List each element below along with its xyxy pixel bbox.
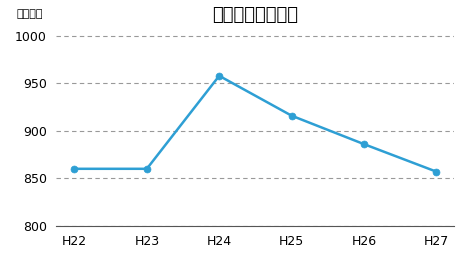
- Title: 将来負担額の推移: 将来負担額の推移: [212, 6, 298, 24]
- Text: （億円）: （億円）: [17, 9, 43, 19]
